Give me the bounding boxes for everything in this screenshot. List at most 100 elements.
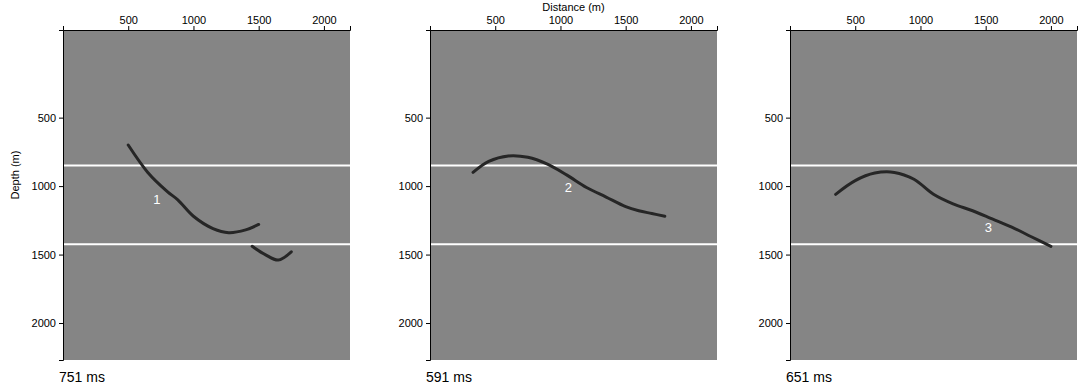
y-tick-label: 500 (765, 112, 783, 124)
x-tick-label: 2000 (679, 14, 703, 26)
x-tick-mark (1051, 26, 1052, 30)
y-tick-label: 2000 (32, 317, 56, 329)
x-axis: 500 1000 1500 2000 (791, 14, 1078, 31)
x-tick: 2000 (679, 14, 703, 30)
plot-background (790, 30, 1077, 360)
x-tick: 500 (487, 14, 505, 30)
x-tick-mark (193, 26, 194, 30)
y-tick-label: 1000 (759, 180, 783, 192)
panel: 500100015002000500100015002000Depth (m)7… (9, 14, 351, 385)
y-tick-label: 1500 (759, 249, 783, 261)
x-tick: 2000 (312, 14, 336, 30)
x-tick: 1000 (909, 14, 933, 30)
y-tick-mark (59, 323, 63, 324)
x-tick-mark (920, 26, 921, 30)
y-tick-label: 500 (38, 112, 56, 124)
y-tick: 2000 (399, 317, 430, 329)
x-tick: 1500 (974, 14, 998, 30)
x-tick-label: 2000 (312, 14, 336, 26)
panel-time: 651 ms (786, 369, 832, 385)
panel: 500 1000 1500 2000 500 1000 1500 2000 Distance (… (399, 1, 718, 385)
y-tick-mark (426, 186, 430, 187)
interface-line (63, 165, 350, 167)
y-tick: 500 (405, 112, 430, 124)
x-axis: 500 1000 1500 2000 (431, 14, 718, 31)
x-tick: 500 (120, 14, 138, 30)
event-label: 1 (153, 192, 160, 207)
x-axis: 500 1000 1500 2000 (64, 14, 351, 31)
y-tick-mark (59, 118, 63, 119)
y-tick-mark (59, 186, 63, 187)
x-tick: 1500 (614, 14, 638, 30)
plot-background (63, 30, 350, 360)
interface-line (63, 243, 350, 245)
y-tick: 500 (765, 112, 790, 124)
x-tick: 500 (847, 14, 865, 30)
interface-line (430, 243, 717, 245)
x-tick-mark (495, 26, 496, 30)
figure: 500100015002000500100015002000Depth (m)7… (0, 0, 1092, 389)
interface-line (790, 165, 1077, 167)
x-tick: 1500 (247, 14, 271, 30)
y-tick-mark (426, 323, 430, 324)
y-tick: 1500 (32, 249, 63, 261)
y-tick: 1000 (759, 180, 790, 192)
wavefront (836, 172, 1051, 247)
y-tick: 1500 (759, 249, 790, 261)
y-tick-mark (786, 118, 790, 119)
wavefront (128, 145, 258, 233)
y-tick: 1000 (399, 180, 430, 192)
y-tick-mark (426, 255, 430, 256)
wavefront (252, 246, 291, 260)
x-tick-mark (986, 26, 987, 30)
interface-line (430, 165, 717, 167)
y-tick-label: 1000 (32, 180, 56, 192)
x-tick-label: 500 (120, 14, 138, 26)
event-label: 3 (985, 220, 992, 235)
x-tick-label: 1000 (549, 14, 573, 26)
panel: 500 1000 1500 2000 500 1000 1500 2000 651 ms 3 (759, 14, 1078, 385)
panel-time: 751 ms (59, 369, 105, 385)
x-axis-line (791, 26, 1078, 31)
x-tick-label: 500 (847, 14, 865, 26)
x-tick: 1000 (182, 14, 206, 30)
x-tick-mark (560, 26, 561, 30)
x-tick-mark (259, 26, 260, 30)
plot-background (430, 30, 717, 360)
x-axis-line (431, 26, 718, 31)
x-tick-label: 1500 (247, 14, 271, 26)
y-tick-label: 2000 (399, 317, 423, 329)
y-tick-mark (59, 255, 63, 256)
y-tick-label: 1000 (399, 180, 423, 192)
x-tick-mark (324, 26, 325, 30)
wavefront (473, 156, 665, 216)
y-axis: 500 1000 1500 2000 (32, 31, 64, 361)
y-tick-label: 2000 (759, 317, 783, 329)
x-tick-mark (855, 26, 856, 30)
panel-time: 591 ms (426, 369, 472, 385)
y-tick-label: 1500 (32, 249, 56, 261)
y-tick: 2000 (32, 317, 63, 329)
y-tick-mark (786, 255, 790, 256)
y-axis-line (59, 31, 64, 361)
y-axis-line (426, 31, 431, 361)
x-tick-label: 2000 (1039, 14, 1063, 26)
y-tick: 1000 (32, 180, 63, 192)
y-tick-mark (426, 118, 430, 119)
marks (790, 166, 1077, 247)
y-tick-mark (786, 186, 790, 187)
y-axis-line (786, 31, 791, 361)
x-tick-label: 1500 (974, 14, 998, 26)
y-tick-label: 1500 (399, 249, 423, 261)
x-tick-label: 1000 (909, 14, 933, 26)
y-tick: 500 (38, 112, 63, 124)
x-tick-mark (128, 26, 129, 30)
x-tick-label: 500 (487, 14, 505, 26)
y-tick: 1500 (399, 249, 430, 261)
x-tick-mark (691, 26, 692, 30)
y-tick: 2000 (759, 317, 790, 329)
x-axis-title: Distance (m) (542, 1, 604, 13)
x-tick-label: 1000 (182, 14, 206, 26)
x-tick: 1000 (549, 14, 573, 30)
y-tick-mark (786, 323, 790, 324)
